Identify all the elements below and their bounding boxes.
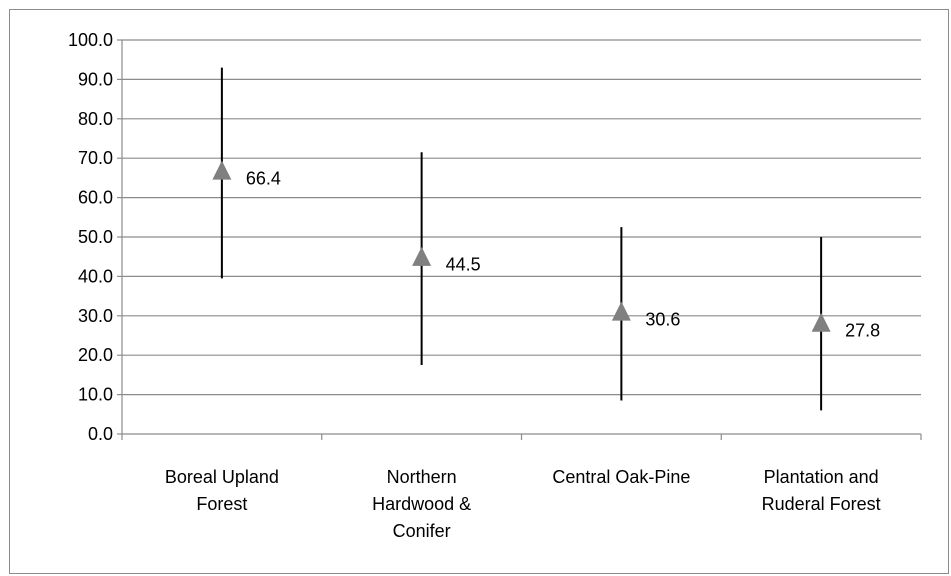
data-point-marker xyxy=(811,312,831,332)
chart-frame xyxy=(9,9,949,574)
y-tick-label: 100.0 xyxy=(68,30,113,50)
y-tick-label: 40.0 xyxy=(78,266,113,286)
y-tick-label: 80.0 xyxy=(78,109,113,129)
y-tick-label: 70.0 xyxy=(78,148,113,168)
y-tick-label: 50.0 xyxy=(78,227,113,247)
y-tick-label: 20.0 xyxy=(78,345,113,365)
x-tick-label: Central Oak-Pine xyxy=(552,467,690,487)
x-tick-label: Plantation and Ruderal Forest xyxy=(762,467,881,514)
data-label: 27.8 xyxy=(845,320,880,340)
x-tick-label: Northern Hardwood & Conifer xyxy=(372,467,471,541)
y-tick-label: 60.0 xyxy=(78,188,113,208)
y-tick-label: 0.0 xyxy=(88,424,113,444)
y-tick-label: 90.0 xyxy=(78,69,113,89)
data-point-marker xyxy=(212,160,232,180)
data-label: 66.4 xyxy=(246,168,281,188)
y-tick-label: 10.0 xyxy=(78,385,113,405)
data-label: 30.6 xyxy=(645,309,680,329)
data-label: 44.5 xyxy=(446,255,481,275)
y-tick-label: 30.0 xyxy=(78,306,113,326)
x-tick-label: Boreal Upland Forest xyxy=(165,467,279,514)
data-point-marker xyxy=(611,301,631,321)
data-point-marker xyxy=(412,246,432,266)
